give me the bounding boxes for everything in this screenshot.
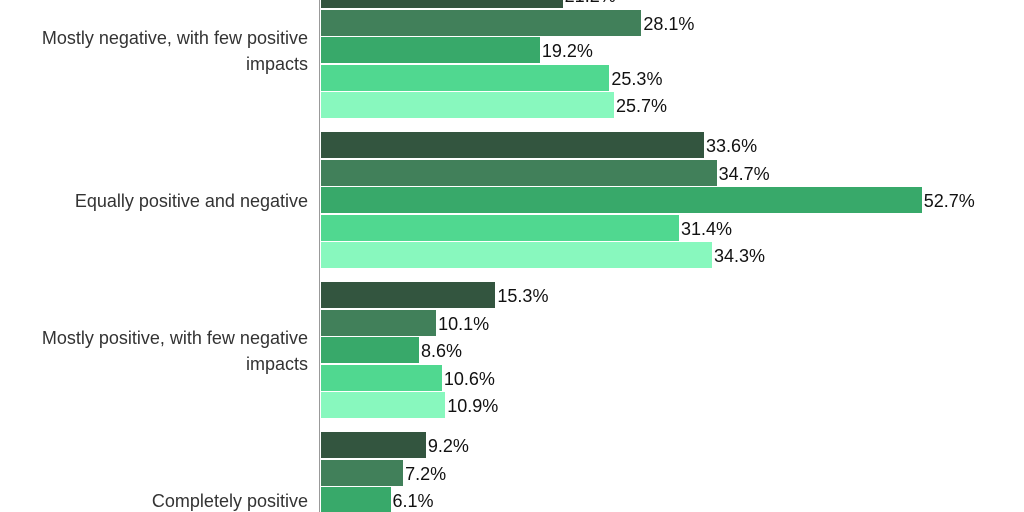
bar <box>321 214 679 241</box>
category-label: Mostly negative, with few positive impac… <box>41 28 308 74</box>
category-label: Equally positive and negative <box>74 191 308 211</box>
data-label: 33.6% <box>706 136 758 156</box>
data-label: 10.6% <box>443 368 495 389</box>
data-label: 28.1% <box>643 13 695 34</box>
bar <box>321 364 442 391</box>
bar <box>321 37 540 64</box>
category-label: Mostly positive, with few negative impac… <box>41 328 308 374</box>
data-label: 19.2% <box>541 41 593 62</box>
bar <box>321 187 922 214</box>
data-label: 34.3% <box>714 246 766 267</box>
data-label: 52.7% <box>923 191 975 212</box>
bar <box>321 392 446 419</box>
bar <box>321 337 420 364</box>
bar <box>321 487 391 512</box>
category-label: Completely positive <box>151 491 308 511</box>
data-label: 10.1% <box>438 313 490 334</box>
bar <box>321 0 563 8</box>
data-label: 31.4% <box>680 218 732 239</box>
bar <box>321 92 614 119</box>
bar <box>321 9 642 36</box>
data-label: 25.3% <box>611 68 663 89</box>
bar <box>321 432 426 458</box>
bar <box>321 159 717 186</box>
bar <box>321 242 713 269</box>
bar <box>321 132 705 158</box>
data-label: 34.7% <box>718 163 770 184</box>
data-label: 25.7% <box>615 96 668 117</box>
data-label: 10.9% <box>447 396 499 417</box>
data-label: 8.6% <box>421 341 463 362</box>
y-axis-line <box>319 0 320 512</box>
data-label: 9.2% <box>427 436 469 456</box>
bar <box>321 282 496 308</box>
bar <box>321 309 437 336</box>
bar <box>321 64 610 91</box>
data-label: 6.1% <box>392 491 434 512</box>
data-label: 15.3% <box>497 286 549 306</box>
data-label: 7.2% <box>405 463 447 484</box>
data-label: 21.2% <box>565 0 616 9</box>
bar <box>321 459 404 486</box>
